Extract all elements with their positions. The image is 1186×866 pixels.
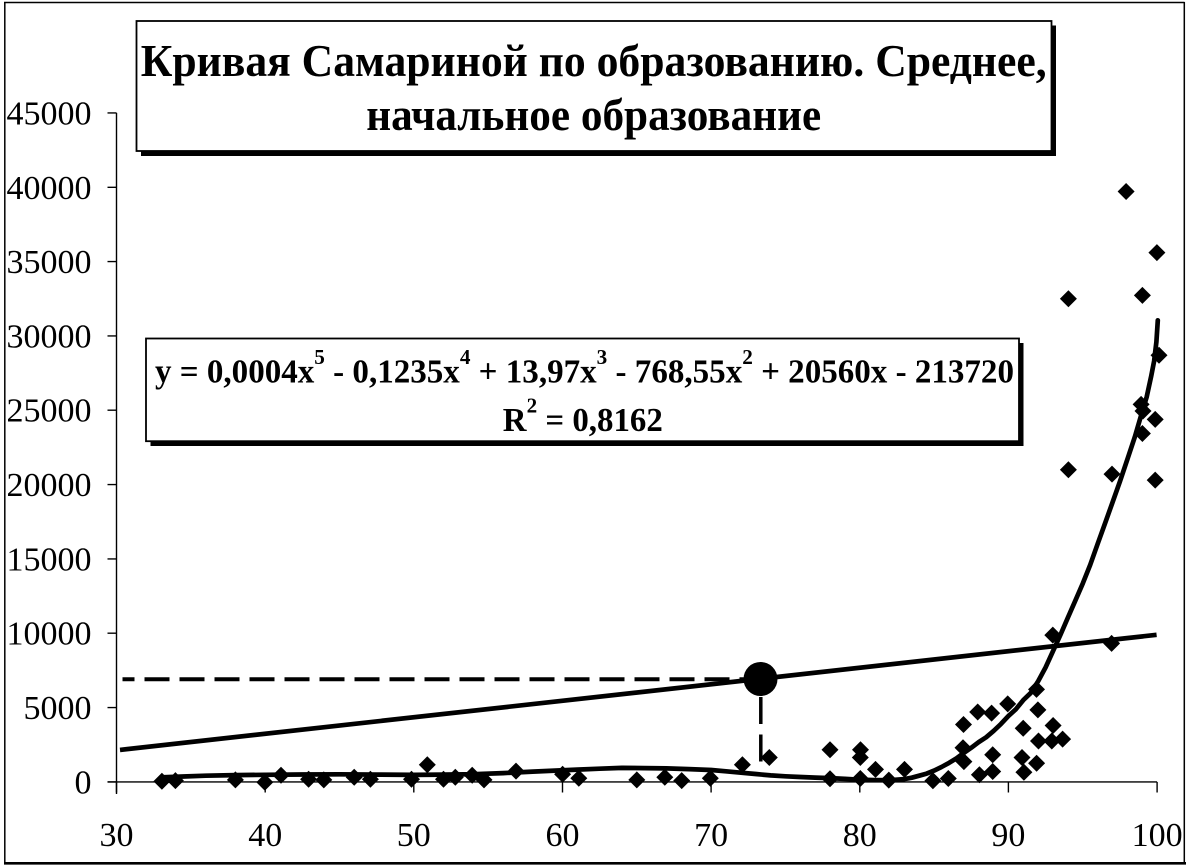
svg-text:20000: 20000 — [7, 467, 92, 504]
svg-text:35000: 35000 — [7, 244, 92, 281]
svg-text:30000: 30000 — [7, 318, 92, 355]
svg-text:25000: 25000 — [7, 393, 92, 430]
svg-text:50: 50 — [397, 817, 431, 854]
svg-text:30: 30 — [100, 817, 134, 854]
svg-text:15000: 15000 — [7, 541, 92, 578]
svg-text:0: 0 — [75, 764, 92, 801]
svg-text:5000: 5000 — [24, 690, 92, 727]
svg-text:Кривая Самариной по образовани: Кривая Самариной по образованию. Среднее… — [141, 35, 1047, 86]
svg-text:начальное образование: начальное образование — [366, 89, 821, 140]
svg-text:90: 90 — [991, 817, 1025, 854]
svg-text:40: 40 — [248, 817, 282, 854]
svg-text:y = 0,0004x5 - 0,1235x4 + 13,9: y = 0,0004x5 - 0,1235x4 + 13,97x3 - 768,… — [155, 345, 1014, 391]
svg-text:40000: 40000 — [7, 170, 92, 207]
svg-text:70: 70 — [694, 817, 728, 854]
svg-text:100: 100 — [1132, 817, 1183, 854]
svg-text:45000: 45000 — [7, 95, 92, 132]
svg-text:60: 60 — [546, 817, 580, 854]
svg-text:10000: 10000 — [7, 616, 92, 653]
svg-text:80: 80 — [843, 817, 877, 854]
